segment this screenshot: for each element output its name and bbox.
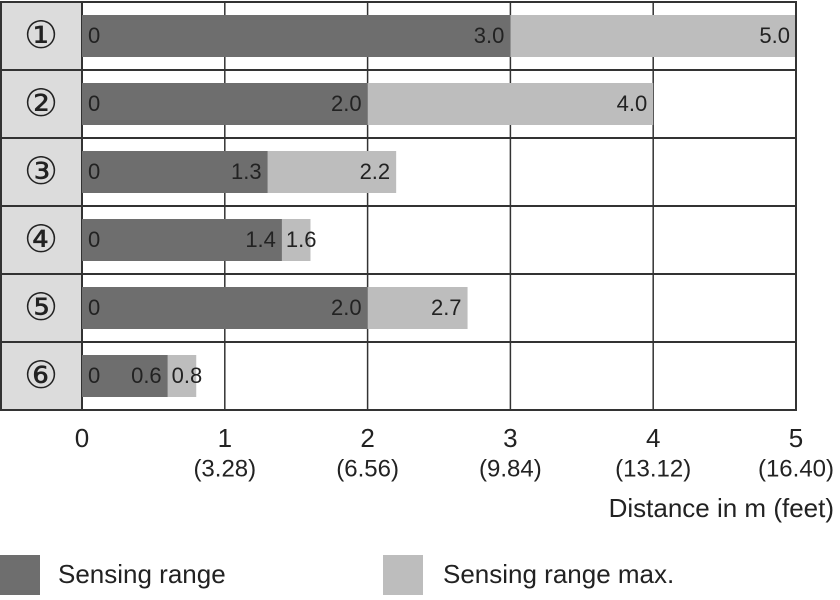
data-label: 5.0 — [759, 23, 790, 48]
bar — [82, 219, 282, 261]
bar-max — [367, 287, 468, 329]
data-label: 1.6 — [286, 227, 317, 252]
bar-start-label: 0 — [88, 91, 100, 116]
x-tick-sublabel: (6.56) — [336, 455, 399, 482]
data-label: 2.2 — [360, 159, 391, 184]
category-label: ⑤ — [24, 287, 58, 329]
category-label: ⑥ — [24, 355, 58, 397]
bar-max — [281, 219, 311, 261]
bar-start-label: 0 — [88, 227, 100, 252]
plot-border — [0, 1, 797, 411]
bar — [82, 15, 511, 57]
category-label: ④ — [24, 219, 58, 261]
bar-max — [510, 15, 796, 57]
data-label: 1.4 — [245, 227, 276, 252]
data-label: 4.0 — [617, 91, 648, 116]
x-axis-label: Distance in m (feet) — [609, 493, 834, 523]
bar-start-label: 0 — [88, 23, 100, 48]
data-label: 0.8 — [172, 363, 203, 388]
bar — [82, 355, 168, 397]
category-label: ① — [24, 15, 58, 57]
legend-swatch — [383, 555, 423, 595]
x-tick-sublabel: (16.40) — [758, 455, 834, 482]
bar — [82, 287, 368, 329]
bar-start-label: 0 — [88, 159, 100, 184]
legend-swatch — [0, 555, 40, 595]
bar — [82, 151, 268, 193]
bar-max — [267, 151, 397, 193]
data-label: 3.0 — [474, 23, 505, 48]
x-tick-label: 1 — [218, 423, 232, 453]
x-tick-sublabel: (9.84) — [479, 455, 542, 482]
data-label: 2.0 — [331, 91, 362, 116]
bar-start-label: 0 — [88, 363, 100, 388]
data-label: 2.7 — [431, 295, 462, 320]
x-tick-label: 0 — [75, 423, 89, 453]
data-label: 0.6 — [131, 363, 162, 388]
x-tick-sublabel: (13.12) — [615, 455, 691, 482]
bar-max — [167, 355, 197, 397]
bar — [82, 83, 368, 125]
data-label: 2.0 — [331, 295, 362, 320]
legend-label: Sensing range — [58, 559, 226, 589]
x-tick-label: 4 — [646, 423, 660, 453]
category-label: ② — [24, 83, 58, 125]
data-label: 1.3 — [231, 159, 262, 184]
x-tick-label: 5 — [789, 423, 803, 453]
legend-label: Sensing range max. — [443, 559, 674, 589]
category-label: ③ — [24, 151, 58, 193]
x-tick-label: 3 — [503, 423, 517, 453]
bar-start-label: 0 — [88, 295, 100, 320]
bar-max — [367, 83, 654, 125]
x-tick-sublabel: (3.28) — [193, 455, 256, 482]
x-tick-label: 2 — [360, 423, 374, 453]
